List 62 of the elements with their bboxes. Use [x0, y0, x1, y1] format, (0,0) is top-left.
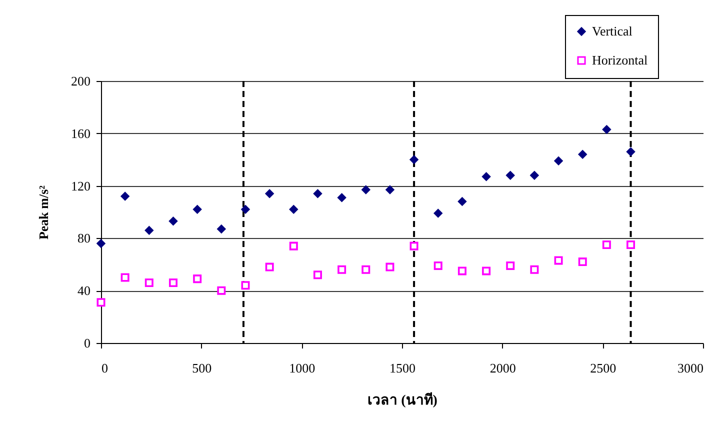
point [362, 265, 370, 274]
y-tick-label: 200 [71, 74, 90, 88]
point [578, 150, 587, 159]
x-tick-label: 2500 [590, 360, 616, 376]
point [626, 147, 636, 156]
point [554, 156, 563, 166]
point [96, 298, 106, 307]
point [482, 266, 491, 276]
point [530, 171, 539, 180]
point [217, 224, 226, 234]
x-tick-label: 0 [102, 360, 108, 376]
point [120, 192, 130, 201]
x-tick-label: 2000 [490, 360, 516, 376]
point [241, 281, 250, 290]
y-tick-label: 120 [71, 178, 90, 194]
point [289, 242, 298, 250]
point [362, 185, 370, 194]
x-tick-label: 1000 [289, 360, 316, 376]
y-tick-label: 160 [71, 126, 90, 141]
point [144, 226, 154, 235]
point [458, 197, 466, 206]
point [144, 278, 154, 287]
point [193, 274, 202, 284]
point [434, 209, 442, 218]
y-tick-label: 80 [78, 230, 90, 246]
point [168, 278, 178, 287]
x-tick-label: 1500 [390, 360, 416, 376]
point [506, 261, 515, 270]
y-axis-title: Peak m/s² [36, 185, 51, 240]
point [313, 270, 322, 280]
point [313, 189, 322, 198]
point [410, 242, 418, 250]
y-tick-label: 40 [78, 283, 90, 298]
legend-label: Horizontal [592, 52, 648, 68]
point [168, 216, 178, 226]
x-tick-label: 500 [192, 360, 212, 376]
point [265, 189, 274, 198]
point [554, 256, 563, 265]
point [217, 286, 226, 295]
point [434, 261, 442, 270]
point [602, 125, 611, 134]
point [506, 171, 515, 180]
point [458, 266, 466, 276]
point [193, 205, 202, 214]
point [578, 258, 587, 266]
point [289, 205, 298, 214]
point [482, 172, 491, 181]
point [338, 265, 346, 274]
y-tick-label: 0 [84, 336, 90, 350]
point [602, 240, 611, 250]
point [410, 155, 418, 164]
point [241, 205, 250, 214]
point [120, 273, 130, 282]
x-axis-title: เวลา (นาที) [368, 392, 438, 408]
point [386, 262, 394, 272]
point [265, 262, 274, 272]
point [530, 265, 539, 274]
point [626, 240, 636, 250]
x-tick-label: 3000 [678, 360, 704, 376]
legend-label: Vertical [592, 24, 633, 38]
point [338, 193, 346, 202]
point [386, 185, 394, 194]
